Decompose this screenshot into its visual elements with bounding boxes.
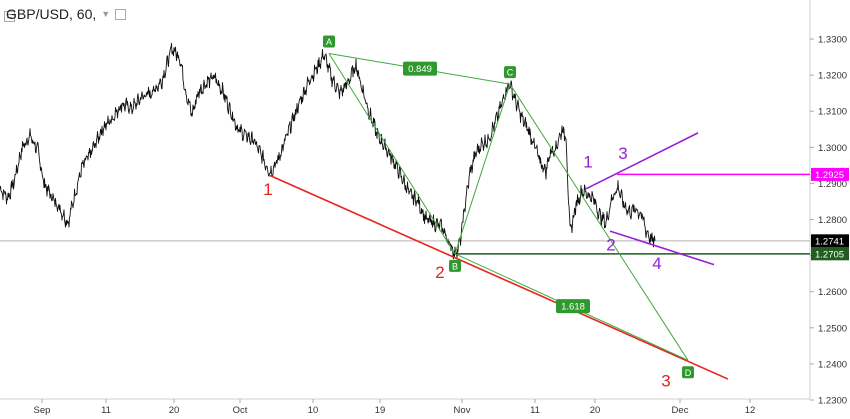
time-tick-label: 20: [169, 405, 180, 416]
time-tick-label: 20: [590, 405, 601, 416]
price-series-line: [0, 42, 656, 260]
level-1.2925-tag: [811, 167, 849, 181]
chart-settings-icon[interactable]: [4, 9, 15, 27]
chevron-down-icon[interactable]: ▼: [101, 9, 111, 19]
wave-label: 2: [435, 263, 444, 282]
wave-label: 1: [583, 153, 592, 172]
purple-upper-line[interactable]: [585, 132, 699, 190]
harmonic-leg-AB[interactable]: [328, 53, 456, 255]
time-tick-label: 19: [375, 405, 386, 416]
time-tick-label: Oct: [233, 405, 248, 416]
time-tick-label: 11: [101, 405, 111, 416]
point-D-badge[interactable]: [682, 366, 694, 379]
time-tick-label: Nov: [454, 405, 471, 416]
price-tick-label: 1.2400: [818, 359, 847, 370]
time-tick-label: Dec: [672, 405, 689, 416]
wave-label: 3: [661, 371, 670, 390]
point-A-badge[interactable]: [323, 35, 335, 48]
price-tick-label: 1.2800: [818, 215, 847, 226]
symbol-label: GBP/USD, 60,: [6, 6, 97, 22]
price-tick-label: 1.3100: [818, 107, 847, 118]
point-B-label: B: [452, 261, 458, 271]
price-tick-label: 1.2900: [818, 179, 847, 190]
level-1.2705-tag: [811, 247, 849, 261]
point-C-label: C: [507, 68, 514, 78]
point-D-label: D: [685, 368, 692, 378]
hide-series-icon[interactable]: [115, 8, 127, 20]
time-tick-label: 10: [308, 405, 319, 416]
time-tick-label: 11: [530, 405, 540, 416]
current-price-tag-label: 1.2741: [815, 236, 844, 247]
current-price-tag: [811, 234, 849, 248]
price-tick-label: 1.3300: [818, 35, 847, 46]
time-tick-label: Sep: [34, 405, 51, 416]
ratio-badge[interactable]: [403, 61, 437, 76]
harmonic-leg-CD[interactable]: [509, 83, 689, 361]
ratio-label: 0.849: [408, 64, 432, 75]
point-A-label: A: [326, 37, 332, 47]
point-C-badge[interactable]: [504, 66, 516, 79]
wave-label: 4: [652, 254, 661, 273]
red-wave-line[interactable]: [269, 174, 729, 380]
chart-header: GBP/USD, 60, ▼: [6, 5, 127, 23]
ratio-label: 1.618: [561, 302, 585, 313]
price-tick-label: 1.2500: [818, 323, 847, 334]
price-tick-label: 1.2600: [818, 287, 847, 298]
point-B-badge[interactable]: [449, 259, 461, 272]
price-tick-label: 1.3000: [818, 143, 847, 154]
price-tick-label: 1.3200: [818, 71, 847, 82]
time-tick-label: 12: [745, 405, 756, 416]
price-tick-label: 1.2300: [818, 396, 847, 407]
harmonic-leg-BC[interactable]: [454, 84, 511, 254]
wave-label: 2: [606, 236, 615, 255]
level-1.2705-tag-label: 1.2705: [815, 249, 844, 260]
ratio-badge[interactable]: [556, 299, 590, 314]
wave-label: 3: [618, 144, 627, 163]
purple-lower-line[interactable]: [609, 230, 715, 266]
level-1.2925-tag-label: 1.2925: [815, 170, 844, 181]
wave-label: 1: [263, 180, 272, 199]
